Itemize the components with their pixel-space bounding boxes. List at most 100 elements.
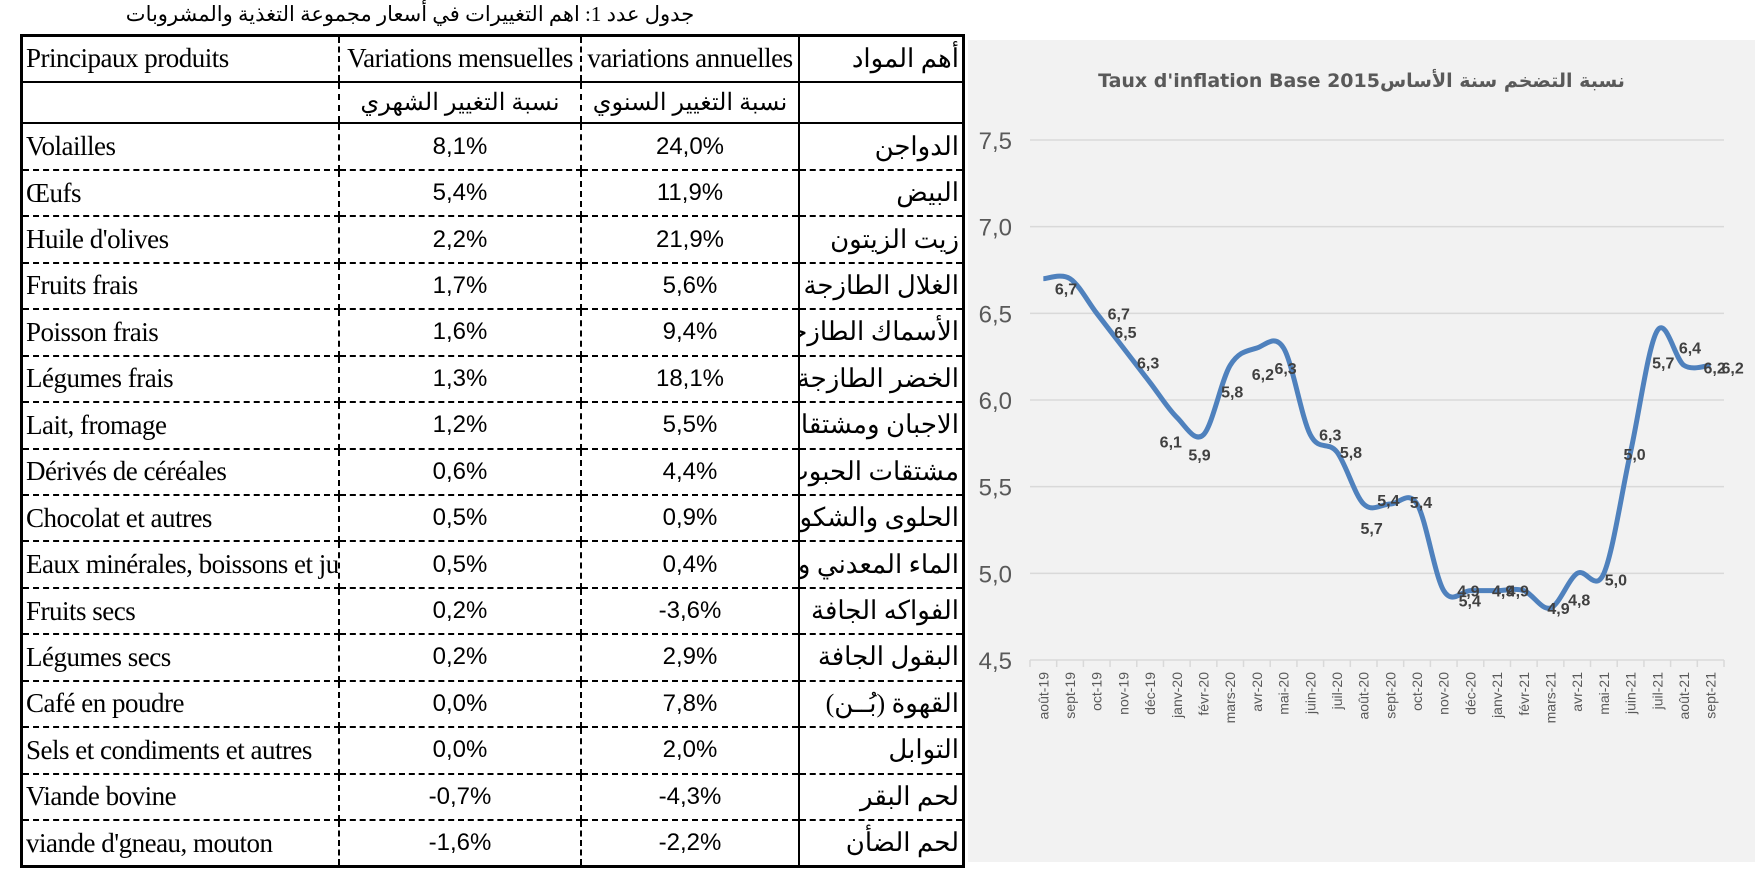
data-label: 6,2 [1722, 360, 1744, 377]
product-name-fr: Fruits frais [23, 262, 340, 311]
product-name-ar: الدواجن [799, 123, 962, 171]
subheader-annual: نسبة التغيير السنوي [581, 81, 800, 125]
x-tick-label: févr-20 [1196, 672, 1212, 716]
product-name-fr: Café en poudre [23, 680, 340, 729]
monthly-change: 1,7% [339, 262, 582, 311]
product-name-fr: Viande bovine [23, 773, 340, 822]
product-name-fr: Œufs [23, 169, 340, 218]
inflation-chart: Taux d'inflation Base 2015نسبة التضخم سن… [968, 40, 1755, 862]
data-label: 4,8 [1568, 592, 1590, 609]
monthly-change: 0,2% [339, 634, 582, 682]
product-name-ar: لحم الضأن [845, 828, 959, 857]
x-tick-label: août-21 [1676, 672, 1692, 720]
table-row: Fruits secs 0,2% -3,6% الفواكه الجافة [23, 587, 962, 636]
annual-change: 9,4% [581, 309, 800, 357]
table-header-row: Principaux produits Variations mensuelle… [23, 37, 962, 83]
product-name-ar: التوابل [799, 727, 962, 775]
annual-change: 4,4% [581, 448, 800, 496]
x-tick-label: janv-20 [1169, 672, 1185, 719]
y-tick-label: 7,5 [979, 128, 1012, 155]
product-name-ar: الماء المعدني والمش [799, 541, 962, 589]
x-tick-label: déc-20 [1462, 672, 1478, 715]
data-label: 6,7 [1055, 282, 1077, 299]
monthly-change: 8,1% [339, 123, 582, 171]
monthly-change: 2,2% [339, 216, 582, 264]
table-row: Huile d'olives 2,2% 21,9% زيت الزيتون [23, 216, 962, 264]
y-tick-label: 6,0 [979, 388, 1012, 415]
monthly-change: 5,4% [339, 169, 582, 218]
data-label: 6,5 [1114, 325, 1136, 342]
table-row: Dérivés de céréales 0,6% 4,4% مشتقات الحبوب [23, 448, 962, 496]
y-tick-label: 6,5 [979, 301, 1012, 328]
table-row: Œufs 5,4% 11,9% البيض [23, 169, 962, 218]
chart-plot: 7,5 7,0 6,5 6,0 5,5 5,0 4,5 août-19 sept-19 oct-1… [979, 128, 1744, 724]
data-label: 5,7 [1361, 521, 1383, 538]
data-label: 6,3 [1319, 428, 1341, 445]
header-annual: variations annuelles [581, 37, 800, 83]
annual-change: 18,1% [581, 355, 800, 404]
table-row: Sels et condiments et autres 0,0% 2,0% التو… [23, 727, 962, 775]
x-tick-label: févr-21 [1516, 672, 1532, 716]
data-label: 4,9 [1457, 584, 1479, 601]
annual-change: 0,9% [581, 494, 800, 543]
product-name-fr: viande d'gneau, mouton [23, 820, 340, 865]
x-tick-label: déc-19 [1142, 672, 1158, 715]
annual-change: 11,9% [581, 169, 800, 218]
product-name-fr: Lait, fromage [23, 402, 340, 450]
data-label: 6,4 [1679, 340, 1701, 357]
annual-change: 21,9% [581, 216, 800, 264]
annual-change: 0,4% [581, 541, 800, 589]
chart-title: Taux d'inflation Base 2015نسبة التضخم سن… [1098, 70, 1625, 92]
x-tick-label: août-19 [1035, 672, 1051, 720]
table-row: Légumes frais 1,3% 18,1% الخضر الطازجة [23, 355, 962, 404]
product-name-fr: Dérivés de céréales [23, 448, 340, 496]
product-name-ar: الاجبان ومشتقات ا [799, 402, 962, 450]
x-tick-label: avr-21 [1569, 672, 1585, 712]
data-label: 6,2 [1704, 360, 1726, 377]
product-name-ar: مشتقات الحبوب [799, 448, 962, 496]
annual-change: 2,0% [581, 727, 800, 775]
annual-change: 7,8% [581, 680, 800, 729]
y-tick-label: 5,0 [979, 561, 1012, 588]
table-row: Fruits frais 1,7% 5,6% الغلال الطازجة [23, 262, 962, 311]
data-label: 6,2 [1252, 367, 1274, 384]
x-tick-label: mai-21 [1596, 672, 1612, 715]
product-name-fr: Huile d'olives [23, 216, 340, 264]
x-tick-label: mars-20 [1222, 672, 1238, 724]
data-label: 6,1 [1160, 434, 1182, 451]
product-name-fr: Légumes secs [23, 634, 340, 682]
monthly-change: 0,0% [339, 727, 582, 775]
product-name-ar: الخضر الطازجة [799, 355, 962, 404]
inflation-series-line [1043, 273, 1711, 611]
y-tick-label: 7,0 [979, 215, 1012, 242]
data-label: 5,7 [1652, 356, 1674, 373]
product-name-fr: Poisson frais [23, 309, 340, 357]
x-tick-label: oct-20 [1409, 672, 1425, 711]
x-tick-label: sept-21 [1703, 672, 1719, 719]
x-tick-label: avr-20 [1249, 672, 1265, 712]
data-label: 5,8 [1340, 445, 1362, 462]
subheader-products [23, 81, 340, 125]
x-tick-label: juil-21 [1649, 672, 1665, 711]
subheader-products-ar [799, 81, 962, 125]
table-row: Viande bovine -0,7% -4,3% لحم البقر [23, 773, 962, 822]
table-row: Eaux minérales, boissons et ju 0,5% 0,4% ال… [23, 541, 962, 589]
monthly-change: 0,5% [339, 541, 582, 589]
product-name-ar: زيت الزيتون [799, 216, 962, 264]
table-caption: جدول عدد 1: اهم التغييرات في أسعار مجموع… [125, 2, 695, 26]
header-monthly: Variations mensuelles [339, 37, 582, 83]
x-tick-label: sept-19 [1062, 672, 1078, 719]
annual-change: -2,2% [581, 820, 800, 865]
data-label: 5,4 [1377, 493, 1399, 510]
annual-change: 5,6% [581, 262, 800, 311]
monthly-change: 0,2% [339, 587, 582, 636]
product-name-ar: البيض [799, 169, 962, 218]
data-label: 5,4 [1410, 495, 1432, 512]
product-name-ar: البقول الجافة [799, 634, 962, 682]
data-label: 6,3 [1274, 361, 1296, 378]
price-changes-table: Principaux produits Variations mensuelle… [20, 34, 965, 868]
x-tick-label: nov-20 [1436, 672, 1452, 715]
header-products-ar: أهم المواد [799, 37, 962, 83]
